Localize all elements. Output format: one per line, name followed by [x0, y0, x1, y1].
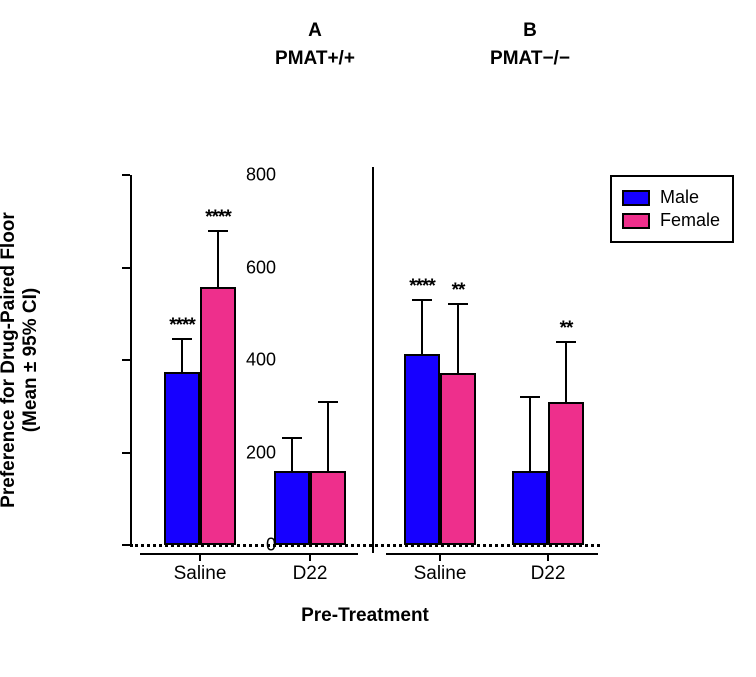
error-cap: [172, 338, 192, 340]
x-axis-title: Pre-Treatment: [301, 605, 429, 627]
bar-female: [200, 287, 236, 545]
panel-title: PMAT+/+: [215, 48, 415, 70]
error-cap: [556, 341, 576, 343]
legend-label: Female: [660, 210, 720, 231]
group-tick: [309, 553, 311, 561]
panel-header: A PMAT+/+: [215, 20, 415, 70]
bar-male: [274, 471, 310, 545]
chart-container: A PMAT+/+ B PMAT−/− Preference for Drug-Pai…: [0, 0, 756, 677]
y-tick-label: 0: [266, 535, 276, 556]
group-tick: [547, 553, 549, 561]
error-bar: [565, 342, 567, 401]
error-cap: [520, 396, 540, 398]
legend-label: Male: [660, 187, 699, 208]
group-axis: [140, 553, 358, 555]
error-cap: [208, 230, 228, 232]
y-tick: [122, 544, 130, 546]
bar-female: [548, 402, 584, 545]
error-bar: [181, 339, 183, 371]
y-tick-label: 400: [246, 350, 276, 371]
error-cap: [412, 299, 432, 301]
panel-letter: A: [215, 20, 415, 42]
y-tick: [122, 174, 130, 176]
group-tick: [439, 553, 441, 561]
bar-female: [440, 373, 476, 545]
bar-male: [164, 372, 200, 545]
y-tick-label: 800: [246, 165, 276, 186]
error-bar: [291, 438, 293, 471]
significance-marker: **: [560, 318, 573, 340]
significance-marker: ****: [169, 315, 195, 337]
error-cap: [282, 437, 302, 439]
error-cap: [318, 401, 338, 403]
y-tick-label: 600: [246, 257, 276, 278]
y-axis-title-line1: Preference for Drug-Paired Floor: [0, 212, 19, 508]
y-tick: [122, 452, 130, 454]
legend-swatch: [622, 190, 650, 206]
y-tick: [122, 267, 130, 269]
group-axis: [386, 553, 598, 555]
error-bar: [529, 397, 531, 471]
error-bar: [217, 231, 219, 287]
y-axis-title-line2: (Mean ± 95% CI): [20, 212, 42, 508]
group-label: Saline: [414, 563, 467, 585]
y-tick-label: 200: [246, 442, 276, 463]
error-cap: [448, 303, 468, 305]
bar-male: [404, 354, 440, 545]
y-axis-title: Preference for Drug-Paired Floor (Mean ±…: [0, 212, 42, 508]
panel-header: B PMAT−/−: [430, 20, 630, 70]
group-label: D22: [293, 563, 328, 585]
significance-marker: **: [452, 280, 465, 302]
error-bar: [457, 304, 459, 373]
bar-male: [512, 471, 548, 545]
significance-marker: ****: [205, 207, 231, 229]
y-tick: [122, 359, 130, 361]
panel-title: PMAT−/−: [430, 48, 630, 70]
bar-female: [310, 471, 346, 545]
legend-item: Male: [622, 187, 720, 208]
group-tick: [199, 553, 201, 561]
panel-divider: [372, 167, 374, 553]
plot-area: ****************SalineD22SalineD22: [130, 175, 600, 545]
error-bar: [421, 300, 423, 355]
group-label: Saline: [174, 563, 227, 585]
y-axis-line: [130, 175, 132, 545]
panel-letter: B: [430, 20, 630, 42]
group-label: D22: [531, 563, 566, 585]
error-bar: [327, 402, 329, 471]
significance-marker: ****: [409, 276, 435, 298]
legend-item: Female: [622, 210, 720, 231]
legend: MaleFemale: [610, 175, 734, 243]
legend-swatch: [622, 213, 650, 229]
